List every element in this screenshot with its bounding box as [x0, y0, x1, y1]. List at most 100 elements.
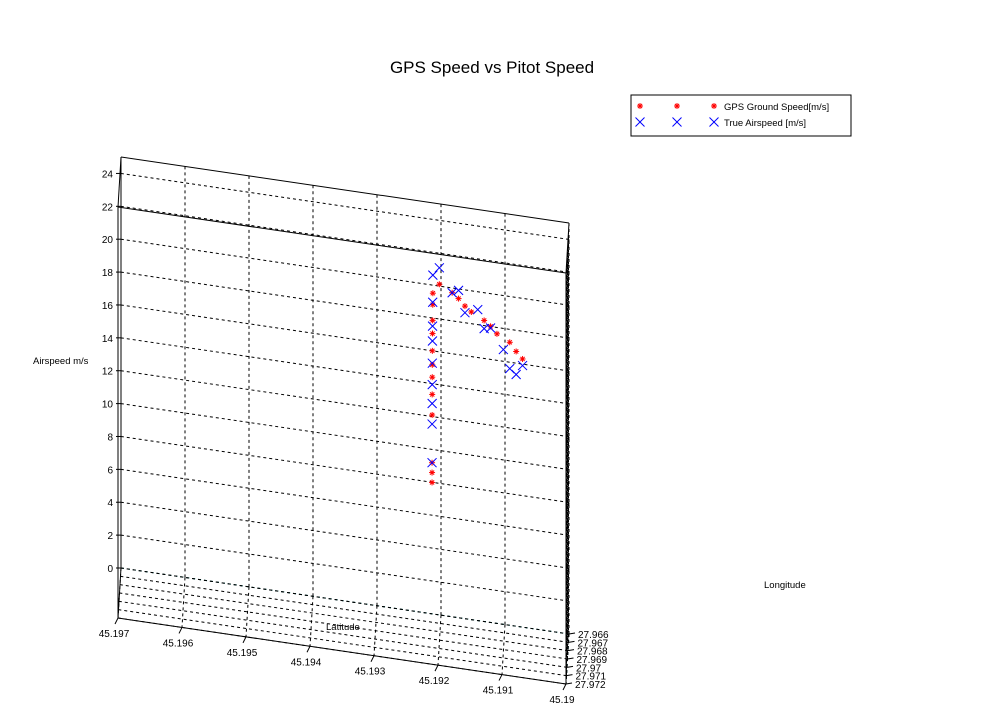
z-tick-label: 14	[102, 334, 114, 345]
gps-speed-point	[506, 339, 513, 346]
x-tick	[306, 646, 311, 653]
airspeed-point	[517, 360, 528, 371]
x-tick-label: 45.193	[355, 667, 386, 678]
airspeed-point	[427, 270, 438, 280]
gps-speed-point	[429, 469, 436, 476]
airspeed-point	[427, 321, 438, 331]
gps-speed-point	[429, 330, 436, 337]
gps-speed-point	[429, 391, 436, 398]
gps-speed-point	[429, 479, 436, 486]
x-tick-label: 45.195	[227, 648, 258, 659]
legend-entry-gps: GPS Ground Speed[m/s]	[724, 102, 829, 113]
grid-line-wall-z	[120, 403, 570, 471]
z-tick-label: 16	[102, 301, 114, 312]
grid-line-right-z	[565, 469, 570, 520]
chart-title: GPS Speed vs Pitot Speed	[390, 58, 594, 77]
airspeed-point	[427, 297, 438, 308]
box-edge	[117, 617, 567, 685]
legend-symbols	[635, 103, 719, 127]
y-tick	[567, 657, 574, 660]
gps-speed-point	[429, 317, 436, 324]
tick-labels: 02468101214161820222445.19745.19645.1954…	[99, 169, 609, 703]
z-tick-label: 20	[102, 235, 114, 246]
airspeed-point	[427, 336, 438, 346]
x-tick	[178, 627, 183, 634]
x-axis-label: Latitude	[326, 622, 360, 633]
tick-marks	[114, 172, 576, 691]
grid-line-right-z	[565, 502, 570, 553]
z-tick-label: 4	[107, 498, 113, 509]
grid-line-right-z	[565, 305, 570, 356]
gps-speed-point	[493, 330, 500, 337]
legend-airspeed-marker	[635, 117, 645, 127]
x-tick	[242, 636, 247, 644]
legend-entry-airspeed: True Airspeed [m/s]	[724, 118, 806, 129]
y-axis-label: Longitude	[764, 580, 806, 591]
grid-line-wall-z	[120, 370, 570, 438]
legend: GPS Ground Speed[m/s] True Airspeed [m/s…	[630, 94, 852, 137]
gps-speed-point	[429, 412, 436, 419]
legend-gps-marker	[674, 103, 680, 109]
grid-line-wall-z	[120, 271, 570, 339]
data-markers	[427, 262, 528, 486]
gps-speed-point	[461, 303, 468, 310]
z-tick-label: 24	[102, 169, 114, 180]
y-tick-label: 27.968	[577, 647, 608, 658]
gps-speed-point	[468, 308, 475, 315]
x-tick	[370, 655, 375, 662]
box-edge	[565, 222, 570, 274]
grid-line-right-z	[565, 338, 570, 389]
grid-line-wall-z	[120, 304, 570, 372]
grid-line-wall-z	[120, 172, 570, 240]
z-tick-label: 22	[102, 202, 114, 213]
airspeed-point	[427, 379, 438, 390]
x-tick	[498, 674, 503, 681]
box-edge	[120, 156, 570, 224]
grid-line-wall-z	[120, 501, 570, 569]
y-tick	[565, 682, 573, 685]
grid-line-floor-lat	[245, 586, 250, 637]
z-tick-label: 10	[102, 400, 114, 411]
y-tick	[568, 632, 576, 635]
box-front-lines	[117, 156, 570, 685]
legend-gps-marker	[711, 103, 717, 109]
airspeed-point	[427, 358, 438, 369]
airspeed-point	[427, 457, 437, 468]
grid-line-right-z	[565, 370, 570, 421]
grid-line-wall-z	[120, 435, 570, 503]
x-tick-label: 45.196	[163, 638, 194, 649]
box-back-lines	[120, 223, 570, 685]
airspeed-point	[453, 285, 464, 296]
grid-line-wall-z	[120, 534, 570, 602]
grid-line-right-z	[565, 272, 570, 323]
x-tick	[562, 683, 567, 691]
grid-line-floor-lat	[181, 577, 186, 628]
gps-speed-point	[481, 317, 488, 324]
gps-speed-point	[429, 347, 436, 354]
airspeed-point	[460, 307, 470, 318]
grid-line-floor-lon	[118, 600, 568, 668]
y-tick-label: 27.967	[578, 638, 609, 649]
gps-speed-point	[519, 355, 526, 362]
airspeed-point	[511, 369, 522, 380]
legend-airspeed-marker	[709, 117, 719, 127]
legend-gps-marker	[637, 103, 643, 109]
airspeed-point	[434, 262, 445, 273]
z-axis-label: Airspeed m/s	[33, 356, 89, 367]
grid-line-right-z	[565, 436, 570, 487]
y-tick	[568, 640, 575, 643]
z-tick-label: 18	[102, 268, 114, 279]
y-tick-label: 27.966	[578, 630, 609, 641]
grid-line-wall-z	[120, 238, 570, 306]
grid-line-right-z	[565, 239, 570, 290]
x-tick-label: 45.19	[549, 695, 574, 703]
z-tick-label: 0	[107, 564, 113, 575]
grid-line-wall-z	[120, 468, 570, 536]
airspeed-point	[472, 304, 483, 315]
y-tick	[566, 674, 573, 677]
y-tick-label: 27.972	[575, 680, 606, 691]
grid-line-floor-lat	[437, 615, 442, 666]
airspeed-point	[427, 398, 438, 409]
grid-line-right-z	[565, 403, 570, 454]
